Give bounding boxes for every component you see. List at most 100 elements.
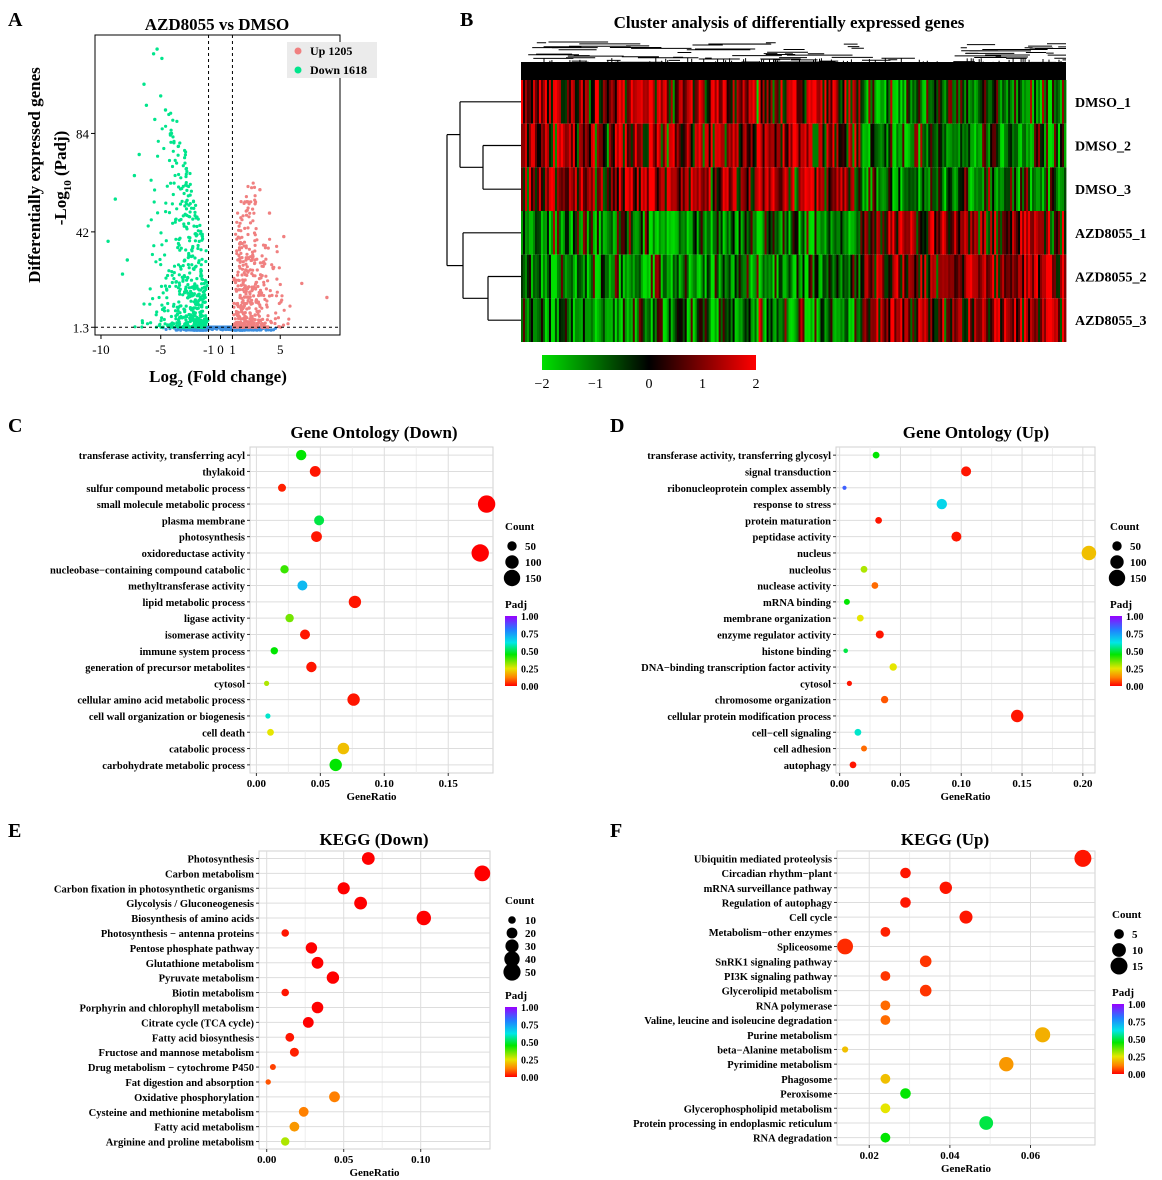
heatmap-cell — [756, 254, 759, 299]
heatmap-cell — [526, 298, 530, 342]
category-label: generation of precursor metabolites — [85, 663, 245, 674]
heatmap-cell — [874, 123, 877, 168]
heatmap-cell — [644, 254, 648, 299]
ns-gene-point — [269, 328, 273, 332]
down-gene-point — [191, 254, 195, 258]
heatmap-cell — [878, 80, 881, 124]
up-gene-point — [236, 211, 240, 215]
up-gene-point — [244, 289, 248, 294]
down-gene-point — [176, 144, 180, 149]
heatmap-cell — [1046, 80, 1049, 124]
heatmap-cell — [730, 298, 734, 342]
heatmap-cell — [588, 167, 592, 211]
heatmap-cell — [580, 80, 584, 124]
down-gene-point — [202, 281, 206, 286]
heatmap-cell — [984, 254, 987, 299]
heatmap-colorbar-ticks: −2 −1 0 1 2 — [535, 377, 760, 392]
heatmap-cell — [726, 298, 730, 342]
up-gene-point — [242, 295, 246, 299]
heatmap-cell — [586, 298, 590, 342]
down-gene-point — [179, 217, 183, 222]
heatmap-cell — [944, 211, 947, 255]
heatmap-cell — [688, 167, 692, 211]
heatmap-cell — [698, 123, 702, 168]
heatmap-cell — [922, 254, 925, 299]
ns-gene-point — [271, 328, 276, 332]
heatmap-cell — [812, 298, 815, 342]
up-gene-point — [236, 305, 240, 309]
panel-c-go-down: C Gene Ontology (Down) transferase activ… — [8, 415, 542, 803]
heatmap-cell — [780, 254, 783, 299]
heatmap-cell — [794, 298, 797, 342]
category-label: RNA degradation — [753, 1134, 832, 1145]
heatmap-cell — [530, 211, 534, 255]
down-gene-point — [177, 273, 181, 277]
heatmap-cell — [648, 80, 652, 124]
heatmap-cell — [832, 80, 835, 124]
up-gene-point — [235, 249, 239, 253]
down-gene-point — [179, 176, 183, 180]
heatmap-cell — [750, 298, 753, 342]
enrichment-dot — [285, 613, 294, 623]
up-gene-point — [278, 282, 282, 287]
down-gene-point — [151, 52, 156, 56]
heatmap-cell — [1004, 80, 1007, 124]
heatmap-cell — [906, 254, 909, 299]
heatmap-cell — [916, 254, 919, 299]
heatmap-cell — [834, 211, 837, 255]
colorbar-tick-label: 0 — [646, 377, 653, 392]
heatmap-cell — [852, 123, 855, 168]
heatmap-cell — [1018, 298, 1021, 342]
heatmap-cell — [870, 80, 873, 124]
heatmap-cell — [646, 123, 650, 168]
heatmap-cell — [942, 298, 945, 342]
heatmap-cell — [1006, 254, 1009, 299]
down-gene-point — [154, 260, 158, 264]
heatmap-cell — [1002, 211, 1005, 255]
heatmap-cell — [582, 123, 586, 168]
heatmap-cell — [920, 167, 923, 211]
heatmap-cell — [608, 211, 612, 255]
up-gene-point — [235, 220, 239, 224]
enrichment-dot — [289, 1121, 300, 1132]
heatmap-cell — [952, 211, 955, 255]
heatmap-cell — [988, 80, 991, 124]
down-gene-point — [183, 310, 187, 314]
down-gene-point — [177, 172, 181, 177]
up-gene-point — [273, 321, 277, 326]
heatmap-cell — [552, 167, 556, 211]
heatmap-cell — [922, 167, 925, 211]
heatmap-cell — [798, 123, 801, 168]
padj-colorbar-label: 0.00 — [521, 1073, 539, 1084]
heatmap-cell — [624, 254, 628, 299]
up-gene-point — [237, 224, 241, 228]
heatmap-cell — [740, 298, 743, 342]
heatmap-cell — [1040, 80, 1043, 124]
heatmap-cell — [1014, 167, 1017, 211]
heatmap-cell — [914, 211, 917, 255]
heatmap-cell — [694, 80, 698, 124]
x-tick-label: 0.05 — [311, 778, 331, 790]
heatmap-cell — [640, 123, 644, 168]
ns-gene-point — [179, 328, 183, 332]
down-gene-point — [159, 231, 163, 235]
enrichment-dot — [311, 956, 324, 969]
heatmap-cell — [898, 167, 901, 211]
plot-background — [836, 850, 1096, 1146]
up-gene-point — [262, 293, 266, 298]
heatmap-cell — [914, 80, 917, 124]
enrichment-dot — [846, 680, 853, 687]
heatmap-cell — [882, 167, 885, 211]
down-gene-point — [177, 300, 181, 304]
heatmap-cell — [774, 80, 777, 124]
down-gene-point — [186, 194, 190, 198]
heatmap-cell — [626, 167, 630, 211]
heatmap-row-label: AZD8055_2 — [1075, 271, 1147, 286]
down-gene-point — [178, 236, 182, 240]
down-gene-point — [194, 203, 198, 207]
heatmap-cell — [702, 254, 706, 299]
heatmap-cell — [702, 80, 706, 124]
padj-colorbar — [1112, 1004, 1124, 1074]
heatmap-cell — [850, 298, 853, 342]
heatmap-cell — [602, 211, 606, 255]
